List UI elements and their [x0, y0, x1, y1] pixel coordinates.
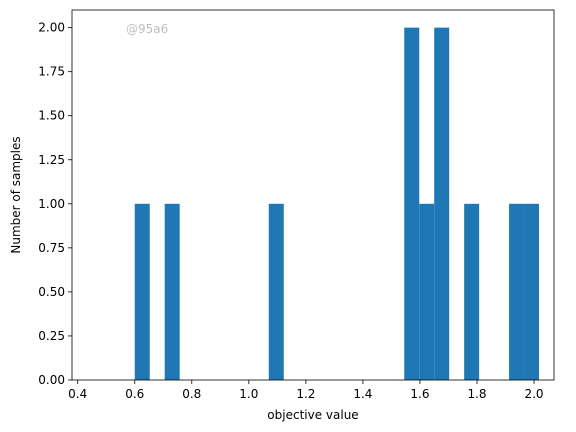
- x-tick-label: 0.4: [68, 387, 87, 401]
- histogram-bars: [134, 27, 540, 380]
- watermark-annotation: @95a6: [126, 22, 168, 36]
- histogram-bar: [134, 203, 150, 380]
- x-tick-label: 1.8: [467, 387, 486, 401]
- y-axis-ticks: 0.00 0.25 0.50 0.75 1.00 1.25 1.50 1.75 2.00: [38, 21, 72, 387]
- histogram-bar: [404, 27, 420, 380]
- x-tick-label: 1.0: [239, 387, 258, 401]
- y-tick-label: 1.50: [38, 109, 65, 123]
- histogram-bar: [464, 203, 480, 380]
- y-axis-label: Number of samples: [9, 136, 23, 253]
- x-axis-label: objective value: [267, 408, 358, 422]
- y-tick-label: 0.75: [38, 241, 65, 255]
- histogram-bar: [164, 203, 180, 380]
- y-tick-label: 0.25: [38, 329, 65, 343]
- histogram-bar: [268, 203, 284, 380]
- x-tick-label: 0.6: [125, 387, 144, 401]
- histogram-bar: [434, 27, 450, 380]
- histogram-bar: [524, 203, 540, 380]
- plot-frame: [71, 9, 555, 381]
- y-tick-label: 0.00: [38, 373, 65, 387]
- x-axis-ticks: 0.4 0.6 0.8 1.0 1.2 1.4 1.6 1.8 2.0: [68, 380, 544, 401]
- histogram-bar: [419, 203, 435, 380]
- x-tick-label: 2.0: [524, 387, 543, 401]
- x-tick-label: 0.8: [182, 387, 201, 401]
- y-tick-label: 0.50: [38, 285, 65, 299]
- x-tick-label: 1.6: [410, 387, 429, 401]
- y-tick-label: 1.25: [38, 153, 65, 167]
- y-tick-label: 2.00: [38, 21, 65, 35]
- y-tick-label: 1.75: [38, 65, 65, 79]
- histogram-bar: [509, 203, 525, 380]
- x-tick-label: 1.2: [296, 387, 315, 401]
- x-tick-label: 1.4: [353, 387, 372, 401]
- y-tick-label: 1.00: [38, 197, 65, 211]
